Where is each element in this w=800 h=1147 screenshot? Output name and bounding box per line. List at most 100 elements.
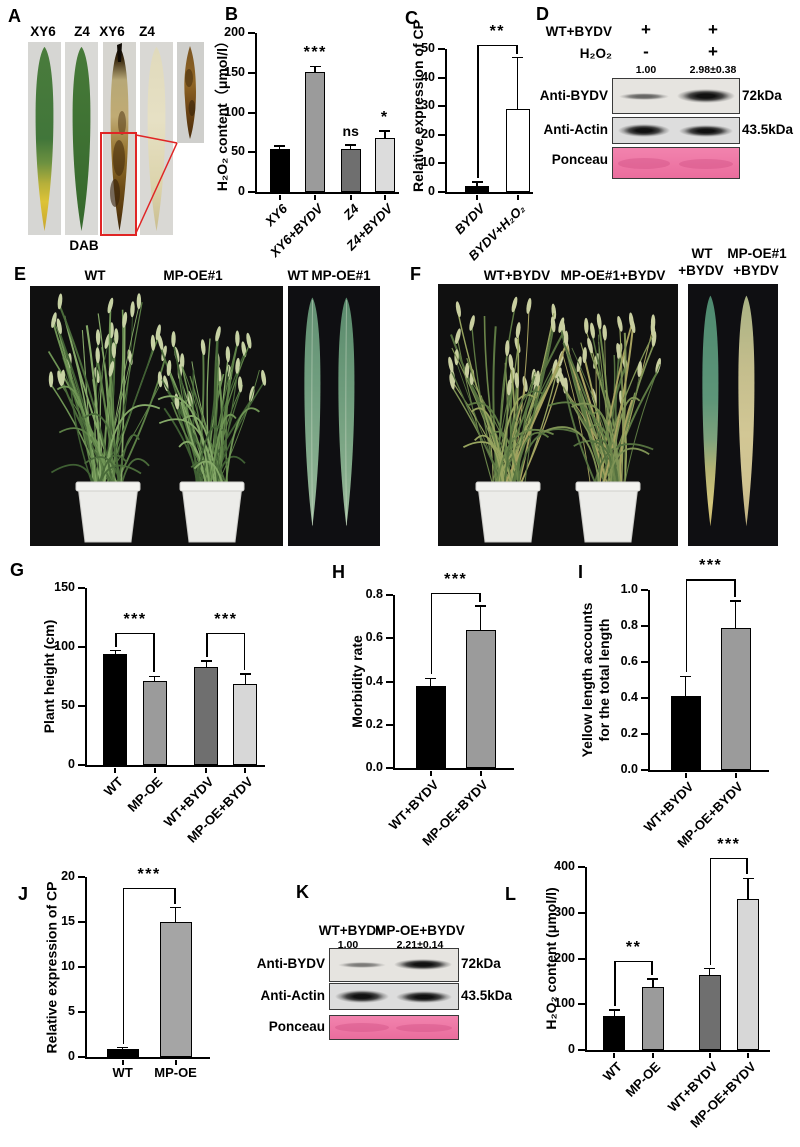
y-axis-tick bbox=[578, 911, 585, 914]
wheat-stem bbox=[599, 374, 641, 491]
bar-WT bbox=[603, 1015, 626, 1050]
wb-d-sign-1-2: + bbox=[708, 20, 718, 39]
bar-MP-OE+BYDV bbox=[465, 629, 496, 768]
y-axis-tick bbox=[641, 697, 648, 699]
x-axis-tick bbox=[278, 194, 281, 200]
wb-band bbox=[679, 125, 733, 137]
significance-bracket-leg bbox=[115, 632, 118, 647]
wb-k-lane-label-1: WT+BYDV bbox=[318, 923, 386, 938]
photo-background bbox=[438, 284, 678, 546]
panel-f-plant-photo bbox=[438, 284, 678, 546]
chart-l-plot: 0 100 200 300 400 WT MP-OE WT+BYDV MP-OE+BYDV ** *… bbox=[554, 836, 770, 1131]
y-tick-label: 50 bbox=[421, 41, 435, 55]
wheat-leaf bbox=[517, 428, 580, 485]
wb-d-condition-2: H₂O₂ bbox=[579, 46, 612, 61]
bar-MP-OE bbox=[142, 681, 167, 765]
wheat-leaf bbox=[573, 440, 619, 485]
wb-d-antibody-2: Anti-Actin bbox=[543, 122, 609, 137]
wheat-ear bbox=[122, 311, 128, 328]
wheat-ear bbox=[455, 301, 461, 318]
chart-b: B 0 50 100 150 200 XY6 XY6+BYDV Z4 Z4+BYDV *** ns *… bbox=[214, 4, 400, 260]
bar-XY6+BYDV bbox=[305, 71, 326, 192]
wheat-leaf bbox=[190, 459, 227, 485]
y-tick-label: 0.6 bbox=[620, 654, 638, 668]
wb-band bbox=[335, 990, 389, 1003]
wheat-stem bbox=[562, 355, 592, 491]
x-axis-tick bbox=[383, 194, 386, 200]
plant-pot bbox=[77, 485, 139, 543]
y-axis-tick bbox=[78, 1011, 85, 1013]
wheat-ear bbox=[511, 296, 518, 313]
y-axis-tick bbox=[386, 723, 393, 726]
chart-j: J 0 5 10 15 20 WT MP-OE *** Relative expression… bbox=[8, 866, 258, 1142]
x-axis-tick bbox=[153, 767, 156, 773]
wb-k-blot-actin bbox=[329, 983, 459, 1010]
chart-h: H 0.0 0.2 0.4 0.6 0.8 WT+BYDV MP-OE+BYDV *** Mo… bbox=[330, 557, 540, 849]
error-bar bbox=[652, 979, 654, 988]
wheat-leaf bbox=[56, 385, 96, 485]
wheat-ear bbox=[95, 347, 100, 364]
y-axis-tick bbox=[386, 680, 393, 683]
wheat-ear bbox=[51, 312, 57, 328]
y-axis-tick bbox=[438, 105, 445, 108]
wheat-leaf bbox=[489, 430, 520, 485]
panel-a-leaf-label-2: Z4 bbox=[74, 24, 90, 39]
error-bar bbox=[314, 66, 316, 72]
y-tick-label: 100 bbox=[54, 639, 75, 653]
wheat-leaf bbox=[84, 456, 122, 485]
wheat-ear bbox=[584, 317, 589, 334]
wheat-ear bbox=[655, 357, 661, 374]
x-axis-tick bbox=[734, 772, 737, 778]
x-axis-tick bbox=[174, 1059, 177, 1065]
wheat-ear bbox=[449, 373, 455, 390]
significance-text: *** bbox=[123, 610, 147, 628]
dab-zoom-inset bbox=[177, 42, 204, 143]
wheat-stem bbox=[457, 341, 495, 491]
panel-a-leaf-photo bbox=[28, 42, 204, 236]
leaf-z4-mock bbox=[65, 42, 98, 235]
y-tick-label: 200 bbox=[554, 950, 575, 965]
significance-text: *** bbox=[699, 557, 723, 575]
chart-l: L 0 100 200 300 400 WT MP-OE WT+BYDV MP-OE+BYDV *… bbox=[500, 836, 800, 1145]
error-bar bbox=[708, 968, 711, 975]
wheat-ear bbox=[582, 347, 587, 364]
wheat-ear bbox=[130, 301, 135, 318]
y-axis-tick bbox=[248, 151, 255, 154]
y-axis-tick bbox=[386, 767, 393, 769]
wheat-leaf bbox=[178, 441, 207, 485]
wheat-leaf bbox=[50, 463, 95, 485]
panel-e-leaf-photo bbox=[288, 286, 380, 546]
y-tick-label: 30 bbox=[421, 98, 435, 113]
wheat-ear bbox=[558, 317, 565, 333]
wheat-stem bbox=[471, 327, 500, 491]
wheat-ear bbox=[161, 345, 167, 362]
panel-f-leaf-label-top-2: MP-OE#1 bbox=[727, 246, 787, 261]
wb-k-lane-label-2: MP-OE+BYDV bbox=[375, 923, 465, 938]
y-tick-label: 0.4 bbox=[620, 690, 638, 704]
panel-b-label: B bbox=[225, 4, 238, 24]
error-bar-cap bbox=[309, 65, 321, 68]
error-bar-cap bbox=[704, 967, 716, 970]
y-tick-label: 0.4 bbox=[365, 673, 383, 688]
wheat-ear bbox=[596, 313, 602, 330]
y-axis-title: Plant height (cm) bbox=[40, 619, 57, 734]
wb-band bbox=[338, 962, 386, 968]
wheat-ear bbox=[136, 293, 142, 310]
y-axis-tick bbox=[78, 921, 85, 923]
y-tick-label: 20 bbox=[61, 869, 75, 883]
wb-d-quant-1: 1.00 bbox=[635, 64, 657, 76]
significance-text: * bbox=[380, 108, 389, 126]
significance-text: *** bbox=[214, 610, 238, 628]
error-bar bbox=[153, 676, 156, 682]
y-tick-label: 10 bbox=[421, 155, 435, 170]
chart-i-plot: 0.0 0.2 0.4 0.6 0.8 1.0 WT+BYDV MP-OE+BYDV *** bbox=[621, 557, 769, 851]
panel-k-label: K bbox=[296, 882, 309, 902]
wheat-leaf bbox=[157, 395, 210, 485]
significance-bracket bbox=[477, 44, 518, 47]
wheat-stem bbox=[457, 314, 512, 491]
wheat-ear bbox=[587, 337, 593, 354]
x-axis-tick bbox=[476, 194, 479, 200]
significance-bracket-leg bbox=[709, 857, 712, 965]
bar-MP-OE bbox=[641, 987, 664, 1050]
panel-a-label: A bbox=[8, 6, 21, 26]
